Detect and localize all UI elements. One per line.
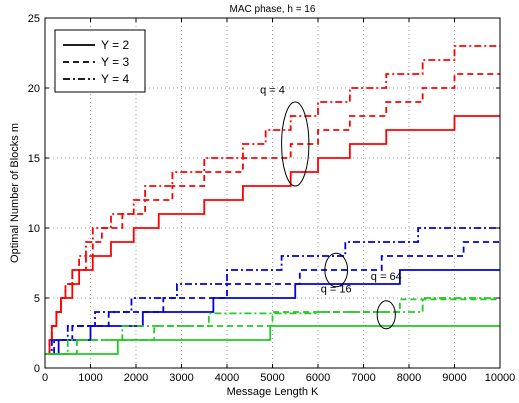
series-line-q4-y4 [47,45,500,355]
series-line-q16-y4 [45,227,500,355]
x-axis-label: Message Length K [227,386,319,398]
x-tick-label: 1000 [78,372,102,384]
x-tick-label: 2000 [124,372,148,384]
legend-label: Y = 4 [101,72,129,86]
x-tick-label: 5000 [260,372,284,384]
x-tick-label: 3000 [169,372,193,384]
x-tick-label: 0 [42,372,48,384]
legend: Y = 2 Y = 3 Y = 4 [54,29,146,93]
annotation-ellipse-q4 [281,101,310,187]
series-line-q64-y2 [45,325,500,355]
legend-label: Y = 3 [101,55,129,69]
annotation-ellipse-q16 [324,252,349,288]
annotation-label-q4: q = 4 [260,85,285,97]
x-tick-label: 6000 [306,372,330,384]
series-line-q64-y3 [45,298,500,355]
chart-title: MAC phase, h = 16 [230,4,316,15]
y-tick-label: 5 [34,293,40,305]
y-tick-label: 0 [34,363,40,375]
x-tick-label: 9000 [442,372,466,384]
legend-box [54,29,146,93]
annotation-layer: q = 4 q = 16 q = 64 [260,85,402,330]
tick-layer: 0 1000 2000 3000 4000 5000 6000 7000 8000 9000 100… [28,13,516,384]
y-axis-label: Optimal Number of Blocks m [9,123,21,263]
y-tick-label: 10 [28,223,40,235]
series-layer [45,45,500,355]
x-tick-label: 4000 [215,372,239,384]
legend-label: Y = 2 [101,38,129,52]
x-tick-label: 10000 [485,372,516,384]
x-tick-label: 7000 [351,372,375,384]
y-tick-label: 20 [28,83,40,95]
annotation-label-q16: q = 16 [321,283,352,295]
y-tick-label: 15 [28,153,40,165]
annotation-label-q64: q = 64 [371,271,402,283]
y-tick-label: 25 [28,13,40,25]
annotation-ellipse-q64 [376,300,396,330]
series-line-q64-y4 [45,297,500,355]
x-tick-label: 8000 [397,372,421,384]
